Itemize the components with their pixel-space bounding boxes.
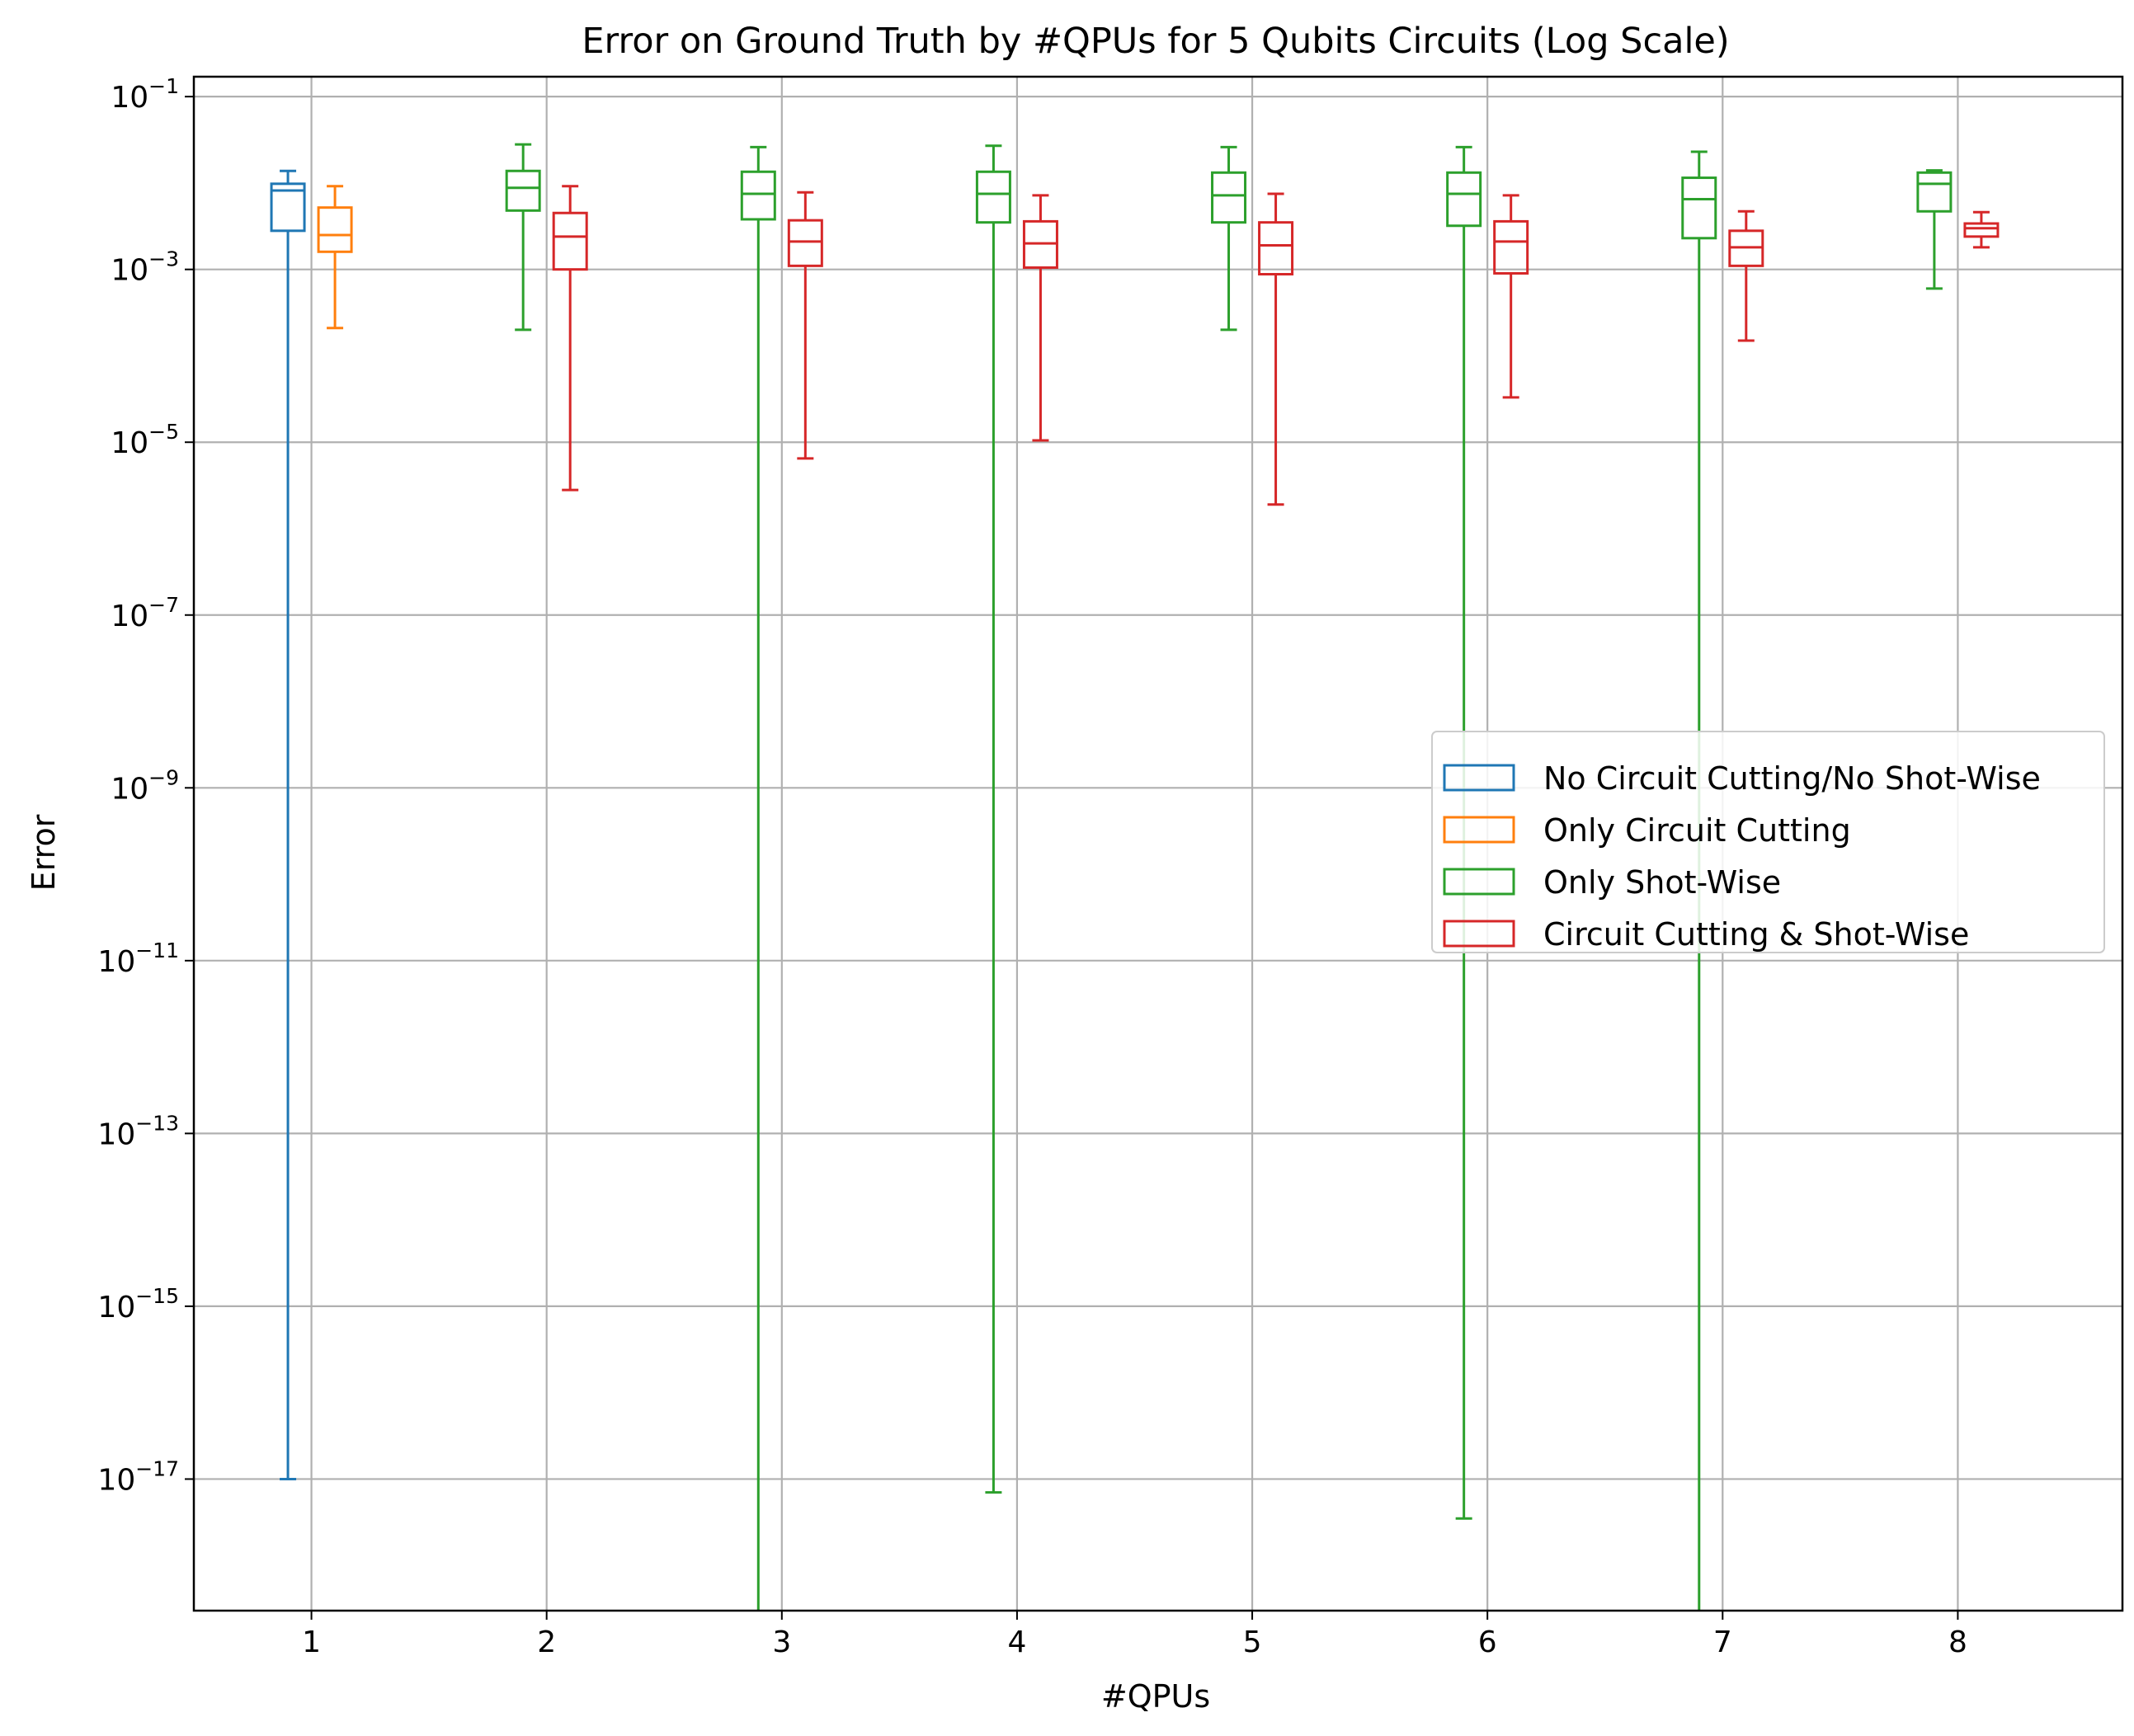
legend-label: Only Circuit Cutting xyxy=(1543,812,1851,849)
legend-swatch xyxy=(1443,764,1515,792)
y-axis-label: Error xyxy=(26,814,62,891)
iqr-box xyxy=(317,206,353,253)
x-tick-label: 7 xyxy=(1713,1625,1732,1659)
box-plot-item xyxy=(1211,145,1247,332)
y-tick-label: 10−1 xyxy=(111,74,179,115)
box-plot-item xyxy=(1258,192,1294,506)
y-tick-label: 10−13 xyxy=(97,1111,179,1151)
box-plot-item xyxy=(552,185,588,492)
box-plot-item xyxy=(1493,194,1529,399)
plot-frame xyxy=(192,75,2124,1612)
iqr-box xyxy=(1446,171,1482,228)
iqr-box xyxy=(1681,176,1717,240)
iqr-box xyxy=(552,211,588,271)
box-plot-item xyxy=(787,191,823,460)
legend-label: Only Shot-Wise xyxy=(1543,864,1781,901)
y-tick-label: 10−3 xyxy=(111,247,179,288)
box-plot-item xyxy=(317,185,353,330)
y-tick-label: 10−17 xyxy=(97,1456,179,1497)
iqr-box xyxy=(1963,222,2000,238)
y-tick-label: 10−11 xyxy=(97,939,179,979)
iqr-box xyxy=(1211,171,1247,224)
grid-lines xyxy=(194,77,2122,1611)
x-tick-label: 2 xyxy=(537,1625,556,1659)
x-tick-label: 5 xyxy=(1243,1625,1262,1659)
x-tick-label: 3 xyxy=(772,1625,791,1659)
legend-item: No Circuit Cutting/No Shot-Wise xyxy=(1443,760,2041,797)
iqr-box xyxy=(975,170,1011,224)
x-tick-label: 1 xyxy=(302,1625,321,1659)
legend-item: Only Shot-Wise xyxy=(1443,864,1781,901)
legend-item: Circuit Cutting & Shot-Wise xyxy=(1443,916,1969,953)
box-plot-item xyxy=(975,144,1011,1494)
x-tick-label: 4 xyxy=(1007,1625,1026,1659)
legend-swatch xyxy=(1443,920,1515,948)
iqr-box xyxy=(270,182,306,233)
legend: No Circuit Cutting/No Shot-Wise Only Circ… xyxy=(1431,731,2105,953)
x-tick-label: 8 xyxy=(1948,1625,1967,1659)
box-plot-item xyxy=(740,145,776,1611)
box-plot-item xyxy=(270,169,306,1480)
iqr-box xyxy=(1493,219,1529,275)
legend-swatch xyxy=(1443,816,1515,844)
legend-frame xyxy=(1431,731,2105,953)
iqr-box xyxy=(1916,171,1953,213)
iqr-box xyxy=(505,169,541,212)
y-tick-label: 10−15 xyxy=(97,1284,179,1324)
box-plot-item xyxy=(1022,194,1058,442)
box-plot-item xyxy=(1963,210,2000,249)
x-tick-label: 6 xyxy=(1478,1625,1497,1659)
y-tick-label: 10−7 xyxy=(111,593,179,633)
chart-title: Error on Ground Truth by #QPUs for 5 Qub… xyxy=(582,21,1729,62)
axes: 1 2 3 4 5 6 7 8 10−1 10−3 10−5 10−7 10−9 10−11 10−13 10… xyxy=(97,74,2124,1659)
y-tick-label: 10−9 xyxy=(111,765,179,806)
legend-label: No Circuit Cutting/No Shot-Wise xyxy=(1543,760,2041,797)
y-tick-label: 10−5 xyxy=(111,420,179,460)
iqr-box xyxy=(787,219,823,267)
legend-item: Only Circuit Cutting xyxy=(1443,812,1851,849)
legend-label: Circuit Cutting & Shot-Wise xyxy=(1543,916,1969,953)
plot-series xyxy=(270,143,2000,1611)
box-plot-item xyxy=(505,143,541,332)
iqr-box xyxy=(1258,221,1294,275)
legend-swatch xyxy=(1443,868,1515,896)
box-plot-item xyxy=(1916,169,1953,290)
x-axis-label: #QPUs xyxy=(1101,1678,1210,1715)
box-plot-item xyxy=(1728,209,1764,342)
iqr-box xyxy=(740,170,776,221)
